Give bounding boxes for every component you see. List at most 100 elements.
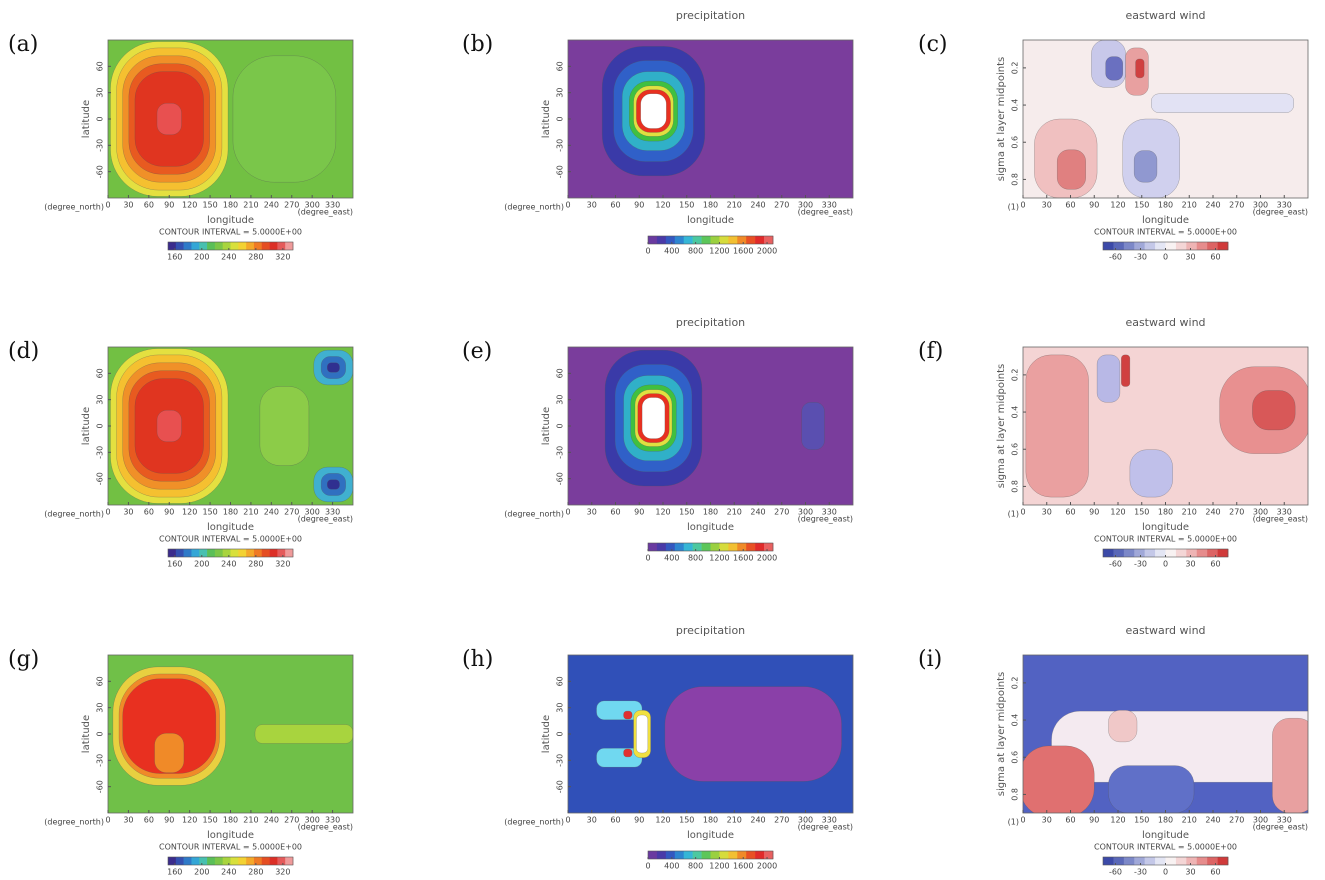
contour-region — [255, 725, 353, 744]
colorbar-tick-label: 160 — [167, 560, 182, 569]
colorbar-swatch — [1134, 857, 1145, 865]
colorbar-swatch — [1218, 549, 1229, 557]
y-axis-label: sigma at layer midpoints — [996, 57, 1007, 181]
y-tick-label: -30 — [96, 446, 105, 459]
colorbar-tick-label: 2000 — [757, 247, 777, 256]
contour-interval: CONTOUR INTERVAL = 5.0000E+00 — [159, 228, 302, 237]
x-tick-label: 150 — [1134, 201, 1149, 210]
contour-region — [327, 480, 339, 489]
field — [1023, 347, 1311, 505]
x-tick-label: 180 — [1158, 508, 1173, 517]
x-tick-label: 210 — [727, 201, 742, 210]
x-unit: (degree_east) — [1253, 208, 1308, 217]
colorbar-tick-label: 400 — [664, 862, 679, 871]
colorbar-tick-label: 400 — [664, 554, 679, 563]
colorbar-swatch — [719, 236, 728, 244]
colorbar-tick-label: 240 — [221, 560, 236, 569]
x-tick-label: 270 — [1229, 508, 1244, 517]
x-tick-label: 150 — [202, 201, 217, 210]
colorbar-swatch — [215, 242, 223, 250]
colorbar-swatch — [648, 543, 657, 551]
colorbar-swatch — [746, 543, 755, 551]
colorbar-swatch — [1197, 549, 1208, 557]
y-tick-label: 60 — [96, 676, 105, 686]
panel-label: (e) — [462, 339, 492, 364]
colorbar-swatch — [684, 236, 693, 244]
x-tick-label: 240 — [264, 201, 279, 210]
x-tick-label: 90 — [1089, 816, 1099, 825]
x-tick-label: 270 — [1229, 201, 1244, 210]
colorbar-swatch — [1145, 549, 1156, 557]
x-tick-label: 30 — [1042, 201, 1052, 210]
colorbar-swatch — [207, 549, 215, 557]
x-unit: (degree_east) — [798, 823, 853, 832]
y-unit: (degree_north) — [44, 818, 104, 827]
x-tick-label: 30 — [587, 201, 597, 210]
contour-region — [1097, 355, 1120, 402]
colorbar-tick-label: -30 — [1134, 560, 1147, 569]
contour-region — [1134, 151, 1157, 183]
x-tick-label: 0 — [565, 201, 570, 210]
x-unit: (degree_east) — [298, 208, 353, 217]
x-tick-label: 210 — [243, 816, 258, 825]
x-tick-label: 180 — [1158, 201, 1173, 210]
colorbar-tick-label: -60 — [1109, 868, 1122, 877]
colorbar-tick-label: -30 — [1134, 868, 1147, 877]
x-tick-label: 90 — [1089, 201, 1099, 210]
x-tick-label: 150 — [1134, 816, 1149, 825]
colorbar-swatch — [684, 851, 693, 859]
y-tick-label: 0.2 — [1011, 677, 1020, 690]
colorbar-swatch — [737, 543, 746, 551]
field — [568, 347, 853, 505]
colorbar-tick-label: 200 — [194, 868, 209, 877]
x-tick-label: 30 — [1042, 508, 1052, 517]
colorbar-tick-label: 240 — [221, 868, 236, 877]
contour-region — [1057, 150, 1086, 190]
x-tick-label: 0 — [1020, 816, 1025, 825]
colorbar-swatch — [207, 857, 215, 865]
x-tick-label: 90 — [634, 508, 644, 517]
colorbar-swatch — [1103, 549, 1114, 557]
colorbar-swatch — [657, 543, 666, 551]
colorbar-swatch — [702, 851, 711, 859]
colorbar-tick-label: -60 — [1109, 253, 1122, 262]
x-tick-label: 180 — [703, 816, 718, 825]
panel-label: (g) — [8, 647, 39, 672]
colorbar-swatch — [262, 549, 270, 557]
panel-title: precipitation — [676, 316, 745, 329]
y-unit: (degree_north) — [504, 203, 564, 212]
x-tick-label: 180 — [1158, 816, 1173, 825]
colorbar-swatch — [728, 543, 737, 551]
contour-region — [624, 711, 633, 719]
colorbar-swatch — [246, 857, 254, 865]
field — [108, 40, 353, 198]
y-tick-label: 60 — [556, 368, 565, 378]
x-tick-label: 0 — [105, 816, 110, 825]
colorbar-tick-label: 160 — [167, 868, 182, 877]
x-axis-label: longitude — [687, 830, 734, 841]
x-tick-label: 60 — [144, 816, 154, 825]
colorbar-swatch — [666, 851, 675, 859]
field — [1020, 655, 1325, 817]
colorbar-swatch — [270, 242, 278, 250]
x-tick-label: 120 — [182, 201, 197, 210]
contour-region — [1136, 59, 1145, 78]
colorbar-tick-label: 30 — [1185, 253, 1195, 262]
y-tick-label: 30 — [556, 703, 565, 713]
colorbar-swatch — [1134, 549, 1145, 557]
colorbar-swatch — [764, 236, 773, 244]
colorbar-tick-label: 0 — [1163, 868, 1168, 877]
x-tick-label: 240 — [1205, 201, 1220, 210]
colorbar-tick-label: 0 — [645, 554, 650, 563]
y-axis-label: latitude — [541, 407, 552, 445]
colorbar-swatch — [693, 543, 702, 551]
x-tick-label: 210 — [1182, 816, 1197, 825]
colorbar-tick-label: 1200 — [709, 554, 729, 563]
colorbar-swatch — [666, 543, 675, 551]
colorbar-swatch — [176, 242, 184, 250]
x-tick-label: 240 — [264, 508, 279, 517]
colorbar-swatch — [191, 242, 199, 250]
colorbar-swatch — [285, 857, 293, 865]
